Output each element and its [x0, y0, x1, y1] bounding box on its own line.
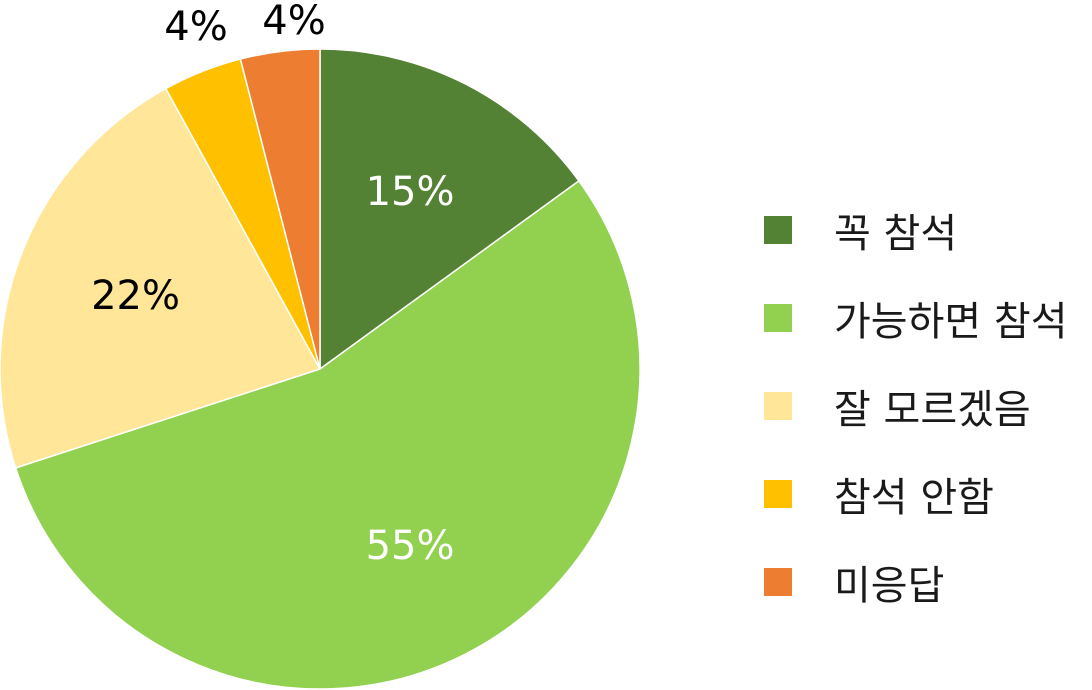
data-label: 4% [262, 0, 325, 44]
legend: 꼭 참석 가능하면 참석 잘 모르겠음 참석 안함 미응답 [764, 186, 1068, 626]
data-label: 55% [366, 523, 455, 569]
pie-slice [319, 48, 580, 371]
legend-label: 참석 안함 [834, 475, 994, 521]
legend-swatch [764, 216, 792, 244]
legend-swatch [764, 568, 792, 596]
legend-item: 참석 안함 [764, 450, 1068, 538]
data-label: 4% [164, 4, 227, 50]
legend-item: 가능하면 참석 [764, 274, 1068, 362]
pie-slice [14, 179, 641, 690]
data-label: 22% [91, 273, 180, 319]
legend-label: 잘 모르겠음 [834, 387, 1031, 433]
legend-label: 가능하면 참석 [834, 299, 1068, 345]
legend-item: 꼭 참석 [764, 186, 1068, 274]
legend-swatch [764, 480, 792, 508]
pie-slice [239, 48, 321, 370]
data-label: 15% [366, 169, 455, 215]
legend-label: 미응답 [834, 563, 945, 609]
legend-item: 미응답 [764, 538, 1068, 626]
legend-swatch [764, 392, 792, 420]
pie-slice [0, 87, 322, 469]
legend-swatch [764, 304, 792, 332]
pie-chart: 15% 55% 22% 4% 4% [0, 0, 641, 690]
legend-label: 꼭 참석 [834, 211, 958, 257]
legend-item: 잘 모르겠음 [764, 362, 1068, 450]
